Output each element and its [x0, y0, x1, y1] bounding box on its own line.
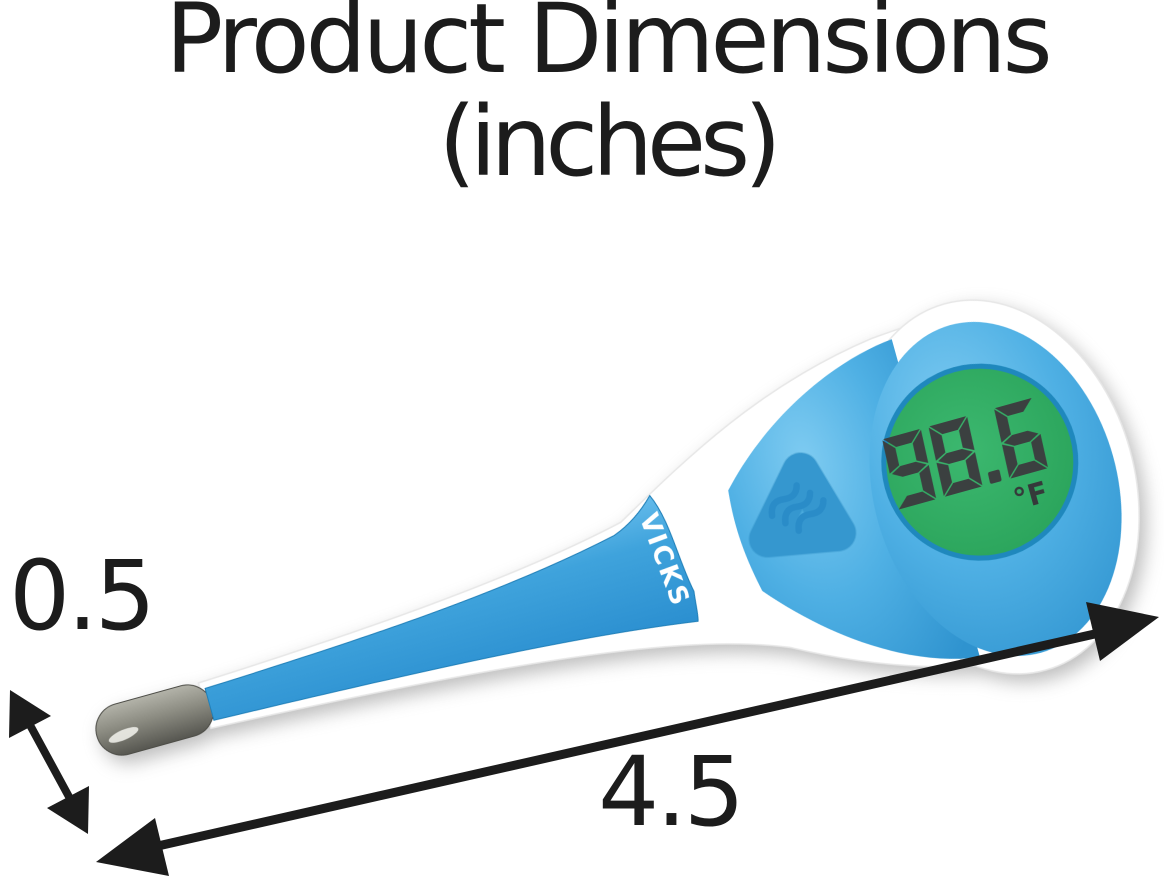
length-dimension-arrow	[96, 602, 1159, 876]
arrowhead-right-icon	[1086, 602, 1159, 661]
power-button	[748, 452, 857, 559]
width-dimension-arrow	[9, 690, 89, 834]
vicks-wave-logo	[768, 482, 827, 534]
length-dimension-label: 4.5	[598, 736, 745, 848]
lcd-display: °F	[881, 363, 1079, 561]
metal-tip	[95, 684, 214, 756]
metal-tip-highlight	[108, 727, 139, 743]
arrowhead-left-icon	[96, 818, 169, 876]
arrowhead-up-icon	[9, 690, 51, 738]
width-dimension-label: 0.5	[9, 540, 156, 652]
thermometer: VICKS °F	[95, 299, 1140, 756]
probe-body	[204, 494, 699, 721]
arrowhead-down-icon	[47, 786, 89, 834]
lcd-value	[882, 397, 1048, 510]
lcd-display-glass	[881, 363, 1079, 561]
